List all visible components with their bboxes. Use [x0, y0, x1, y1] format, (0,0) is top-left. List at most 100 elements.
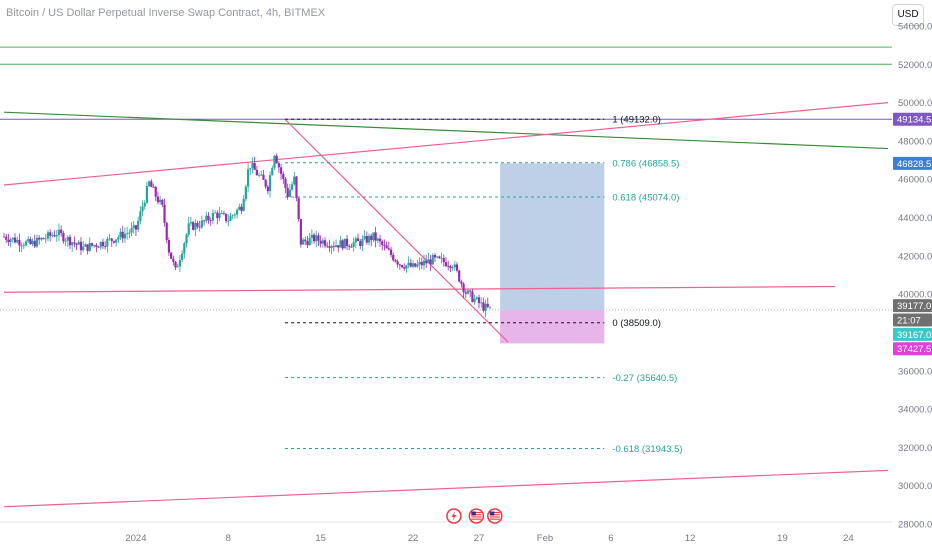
candle-body	[242, 199, 245, 211]
candle-body	[394, 260, 397, 262]
candle-body	[290, 184, 294, 190]
candle-body	[471, 291, 474, 302]
candle-body	[165, 222, 168, 241]
position-profit-zone[interactable]	[500, 163, 605, 311]
candle-body	[5, 236, 8, 240]
candle-body	[106, 238, 109, 247]
candle-body	[2, 236, 6, 238]
time-axis[interactable]: 2024 8 15 22 27 Feb 6 12 19 24	[125, 533, 853, 544]
candle-body	[277, 163, 280, 168]
candle-body	[403, 267, 406, 269]
candle-body	[7, 239, 10, 243]
candle-body	[209, 220, 212, 221]
trend-line-1[interactable]	[3, 102, 889, 186]
candle-body	[398, 264, 401, 266]
candle-body	[174, 261, 177, 268]
candle-body	[216, 212, 219, 219]
candle-body	[420, 262, 423, 266]
price-tag-text: 37427.5	[897, 344, 931, 355]
fibonacci-retracement[interactable]: 1 (49132.0) 0.786 (46858.5) 0.618 (45074.0…	[285, 115, 683, 455]
candle-body	[383, 245, 386, 246]
flag-stripe	[489, 516, 500, 518]
price-tag-bg	[893, 342, 932, 356]
trend-line-0[interactable]	[3, 111, 889, 150]
candle-body	[229, 216, 232, 221]
candle-body	[121, 231, 124, 239]
trend-line-3[interactable]	[3, 285, 836, 293]
candle-body	[473, 298, 476, 302]
candle-body	[51, 235, 54, 237]
price-tick-label: 30000.0	[898, 481, 932, 492]
candle-body	[260, 174, 263, 176]
candle-body	[477, 297, 481, 304]
candle-body	[266, 186, 269, 192]
candle-body	[108, 238, 111, 240]
price-tick-label: 48000.0	[898, 136, 932, 147]
fib-level-label-2: 0.618 (45074.0)	[612, 192, 679, 203]
candle-body	[214, 212, 217, 214]
candle-body	[35, 237, 39, 247]
time-tick-label: 24	[843, 533, 854, 544]
candle-body	[359, 241, 362, 246]
flag-stripe	[471, 512, 482, 514]
candle-body	[137, 220, 140, 230]
candle-body	[275, 155, 278, 164]
candle-body	[185, 234, 188, 244]
us-flag-event-icon-0[interactable]	[468, 508, 485, 524]
candle-body	[343, 238, 346, 249]
candle-body	[486, 303, 489, 307]
candle-body	[381, 241, 384, 246]
currency-button[interactable]: USD	[892, 4, 924, 26]
candle-body	[374, 232, 377, 241]
price-tag-text: 39167.0	[897, 330, 931, 341]
candle-body	[178, 260, 182, 267]
grid	[0, 309, 892, 523]
candle-body	[156, 196, 160, 203]
candle-body	[84, 244, 87, 247]
candle-body	[341, 240, 344, 249]
candle-body	[16, 239, 19, 243]
trend-lines[interactable]	[3, 102, 889, 508]
candle-body	[73, 242, 76, 244]
fib-level-label-0: 1 (49132.0)	[612, 115, 661, 126]
candle-body	[354, 238, 357, 243]
trend-line-2[interactable]	[284, 118, 509, 343]
candle-body	[321, 240, 324, 244]
us-flag-event-icon-1[interactable]	[487, 508, 503, 524]
candle-body	[183, 243, 186, 254]
fib-level-label-1: 0.786 (46858.5)	[612, 158, 679, 169]
candles	[2, 153, 492, 318]
candle-body	[86, 244, 89, 251]
price-axis[interactable]: 54000.0 52000.0 50000.0 48000.0 46000.0 44000…	[898, 22, 932, 531]
price-tick-label: 44000.0	[898, 213, 932, 224]
candle-body	[480, 302, 483, 304]
candle-body	[211, 212, 215, 221]
candle-body	[370, 235, 373, 241]
trend-line-4[interactable]	[3, 469, 889, 508]
price-tick-label: 40000.0	[898, 290, 932, 301]
candle-body	[249, 168, 252, 170]
price-tick-label: 42000.0	[898, 251, 932, 262]
candle-body	[240, 206, 243, 211]
candle-body	[447, 266, 450, 267]
candle-body	[148, 181, 151, 187]
horizontal-lines[interactable]	[0, 46, 892, 120]
candle-body	[227, 220, 230, 222]
candle-body	[488, 306, 492, 308]
candle-body	[337, 245, 340, 248]
candle-body	[339, 240, 342, 248]
price-tick-label: 34000.0	[898, 405, 932, 416]
position-stop-zone[interactable]	[500, 310, 605, 344]
fib-level-label-5: -0.618 (31943.5)	[612, 444, 682, 455]
event-icons[interactable]	[446, 508, 503, 524]
candle-body	[301, 239, 305, 245]
long-position-tool[interactable]	[500, 163, 605, 344]
candle-body	[409, 262, 412, 267]
candle-body	[172, 258, 175, 262]
flash-event-icon[interactable]	[446, 508, 462, 524]
candle-body	[332, 246, 335, 247]
time-tick-label: 22	[408, 533, 419, 544]
candle-body	[319, 240, 322, 244]
candle-body	[79, 241, 83, 251]
